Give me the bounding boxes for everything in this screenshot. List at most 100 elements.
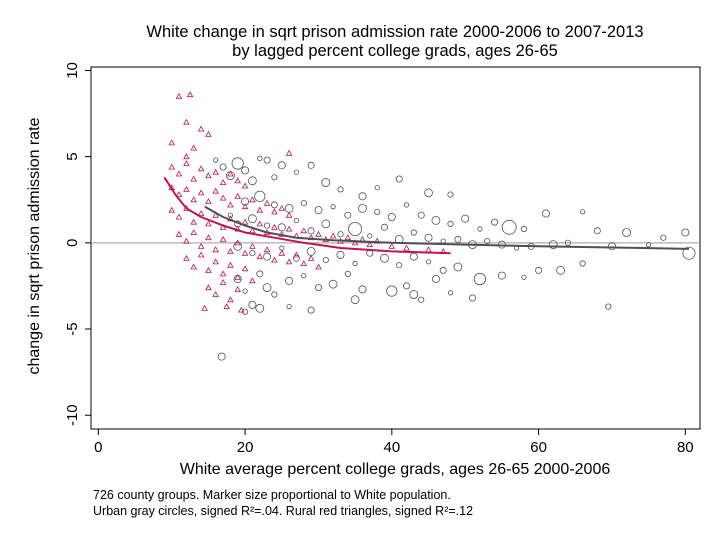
urban-point-23	[300, 200, 307, 207]
urban-point-55	[367, 233, 373, 239]
chart-title: White change in sqrt prison admission ra…	[146, 23, 643, 41]
rural-point-78	[234, 239, 241, 246]
rural-point-18	[234, 177, 241, 184]
rural-point-22	[183, 185, 190, 192]
rural-point-67	[403, 244, 410, 251]
urban-point-45	[227, 212, 233, 218]
rural-point-15	[212, 168, 219, 175]
y-tick-label-0: -10	[64, 404, 81, 426]
rural-point-76	[219, 235, 227, 242]
urban-point-115	[286, 303, 292, 310]
rural-point-42	[205, 220, 212, 227]
urban-point-108	[418, 296, 425, 303]
urban-point-6	[263, 156, 271, 164]
rural-point-64	[366, 241, 374, 248]
urban-point-3	[231, 157, 244, 170]
urban-point-97	[262, 283, 272, 293]
urban-point-111	[468, 294, 476, 302]
urban-point-9	[277, 161, 286, 170]
rural-point-79	[241, 249, 249, 256]
rural-point-16	[219, 179, 227, 186]
urban-point-21	[270, 201, 278, 209]
urban-point-76	[292, 254, 300, 262]
rural-point-101	[212, 291, 219, 298]
y-tick-label-4: 10	[64, 62, 81, 79]
urban-point-44	[681, 228, 690, 237]
rural-point-95	[219, 270, 227, 277]
urban-point-114	[248, 300, 257, 309]
urban-point-47	[247, 214, 257, 224]
urban-point-15	[374, 185, 380, 191]
rural-point-102	[219, 279, 227, 286]
rural-point-75	[212, 246, 219, 253]
rural-point-0	[175, 92, 183, 99]
urban-point-86	[439, 266, 447, 274]
rural-point-106	[223, 303, 230, 310]
urban-point-89	[497, 271, 506, 280]
urban-point-42	[622, 228, 631, 237]
urban-point-98	[271, 291, 278, 298]
urban-point-5	[257, 155, 263, 161]
rural-point-55	[300, 227, 308, 234]
rural-point-25	[205, 198, 212, 204]
rural-point-36	[285, 211, 293, 218]
rural-point-83	[271, 256, 278, 263]
urban-point-19	[241, 197, 250, 206]
urban-point-83	[396, 262, 403, 269]
rural-point-26	[212, 187, 219, 194]
urban-point-92	[556, 265, 565, 275]
rural-point-23	[190, 196, 197, 203]
urban-point-35	[477, 226, 483, 232]
note-line-1: 726 county groups. Marker size proportio…	[93, 488, 451, 502]
rural-point-19	[241, 182, 249, 189]
x-tick-label-0: 0	[94, 439, 102, 456]
rural-point-57	[315, 230, 322, 237]
rural-point-28	[227, 201, 234, 208]
urban-point-79	[336, 250, 345, 259]
urban-point-71	[682, 246, 696, 260]
data-points	[168, 91, 696, 361]
rural-point-47	[241, 218, 249, 225]
rural-point-6	[285, 149, 293, 156]
note-line-2: Urban gray circles, signed R²=.04. Rural…	[93, 504, 473, 518]
urban-point-49	[277, 223, 286, 232]
rural-point-13	[197, 165, 205, 172]
rural-point-8	[183, 153, 190, 160]
y-axis-ticks: -10 -5 0 5 10	[64, 62, 91, 426]
urban-point-118	[605, 303, 612, 310]
rural-point-43	[212, 211, 219, 218]
rural-point-91	[190, 263, 197, 270]
rural-point-32	[256, 206, 264, 213]
rural-point-103	[227, 296, 234, 303]
urban-point-102	[328, 279, 338, 289]
rural-point-11	[183, 160, 190, 167]
urban-point-95	[242, 288, 248, 294]
urban-point-63	[484, 238, 491, 245]
urban-point-93	[579, 260, 586, 267]
rural-point-84	[278, 249, 286, 256]
rural-point-88	[307, 254, 315, 261]
x-tick-label-3: 60	[530, 439, 547, 456]
y-tick-label-1: -5	[64, 322, 81, 335]
rural-point-70	[175, 230, 183, 237]
urban-point-32	[431, 215, 441, 225]
rural-point-99	[249, 277, 256, 284]
urban-point-58	[410, 229, 417, 236]
rural-point-71	[183, 237, 190, 244]
urban-point-112	[255, 303, 265, 313]
y-tick-label-2: 0	[64, 239, 81, 247]
urban-point-85	[425, 259, 432, 265]
urban-point-69	[608, 242, 617, 251]
rural-point-96	[227, 261, 234, 268]
chart-subtitle: by lagged percent college grads, ages 26…	[232, 42, 558, 60]
rural-point-85	[285, 258, 293, 265]
rural-point-68	[425, 246, 432, 253]
rural-point-40	[190, 218, 197, 225]
rural-point-89	[315, 263, 322, 270]
urban-point-10	[293, 169, 299, 175]
rural-point-3	[197, 125, 205, 132]
rural-point-97	[234, 273, 241, 280]
rural-point-72	[190, 229, 197, 236]
urban-point-104	[358, 285, 367, 294]
rural-point-90	[183, 254, 190, 261]
